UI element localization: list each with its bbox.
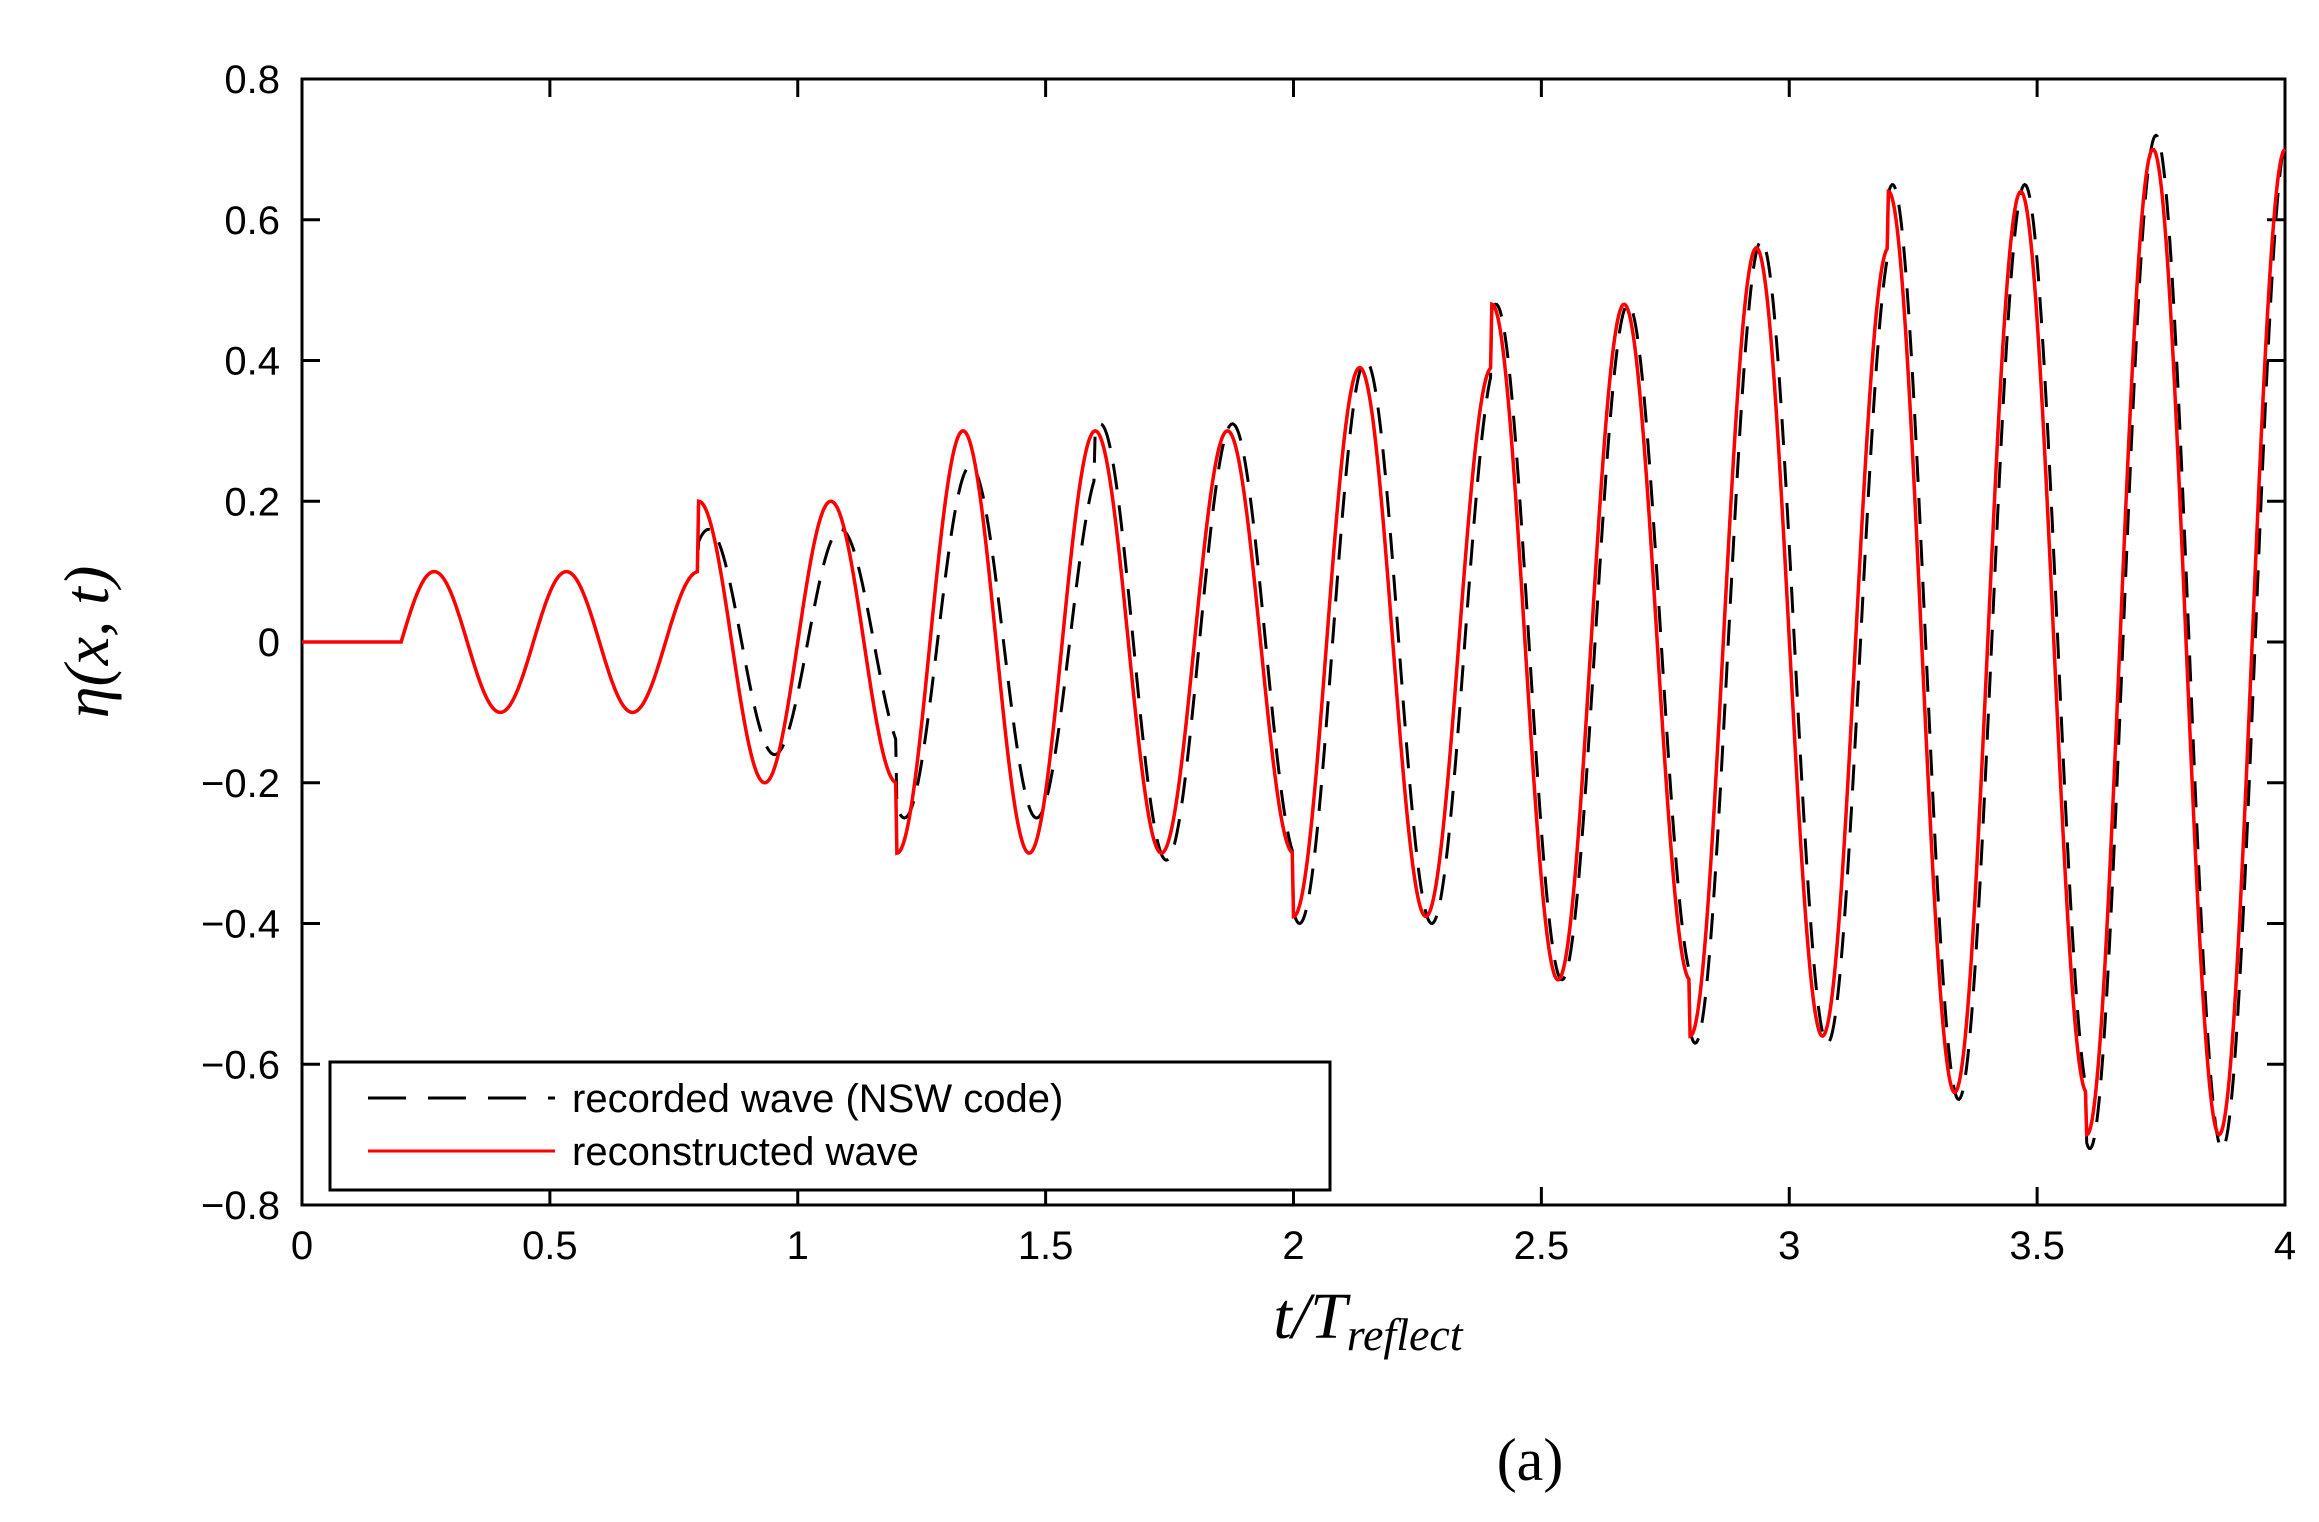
legend: recorded wave (NSW code) reconstructed w…: [328, 1060, 1332, 1192]
x-tick-label: 2: [1282, 1224, 1304, 1268]
x-tick-label: 4: [2274, 1224, 2296, 1268]
y-tick-label: 0.6: [224, 199, 280, 243]
legend-label-reconstructed: reconstructed wave: [572, 1130, 919, 1174]
x-axis-title-subscript: reflect: [1347, 1309, 1464, 1360]
x-tick-label: 3: [1778, 1224, 1800, 1268]
y-tick-label: −0.4: [201, 903, 280, 947]
y-tick-label: 0: [258, 621, 280, 665]
x-tick-label: 0.5: [522, 1224, 578, 1268]
y-tick-label: 0.2: [224, 480, 280, 524]
series-reconstructed-wave: [302, 147, 2287, 1138]
x-tick-label: 2.5: [1514, 1224, 1570, 1268]
y-tick-label: −0.8: [201, 1184, 280, 1228]
x-axis-title-main: t/T: [1273, 1280, 1351, 1353]
y-tick-label: −0.2: [201, 762, 280, 806]
y-tick-label: 0.8: [224, 58, 280, 102]
legend-box: [328, 1060, 1332, 1192]
y-axis-title: η(x, t): [51, 566, 122, 719]
x-tick-label: 3.5: [2009, 1224, 2065, 1268]
x-tick-label: 0: [291, 1224, 313, 1268]
x-tick-label: 1: [787, 1224, 809, 1268]
y-tick-label: 0.4: [224, 340, 280, 384]
y-tick-label: −0.6: [201, 1043, 280, 1087]
y-axis-ticks: −0.8 −0.6 −0.4 −0.2 0 0.2 0.4 0.6 0.8: [201, 58, 2285, 1228]
x-axis-title: t/Treflect: [1273, 1280, 1463, 1360]
x-axis-ticks: 0 0.5 1 1.5 2 2.5 3 3.5 4: [291, 79, 2296, 1268]
x-tick-label: 1.5: [1018, 1224, 1074, 1268]
panel-label: (a): [1497, 1427, 1564, 1493]
legend-label-recorded: recorded wave (NSW code): [572, 1077, 1063, 1121]
series-layer: [302, 133, 2287, 1151]
